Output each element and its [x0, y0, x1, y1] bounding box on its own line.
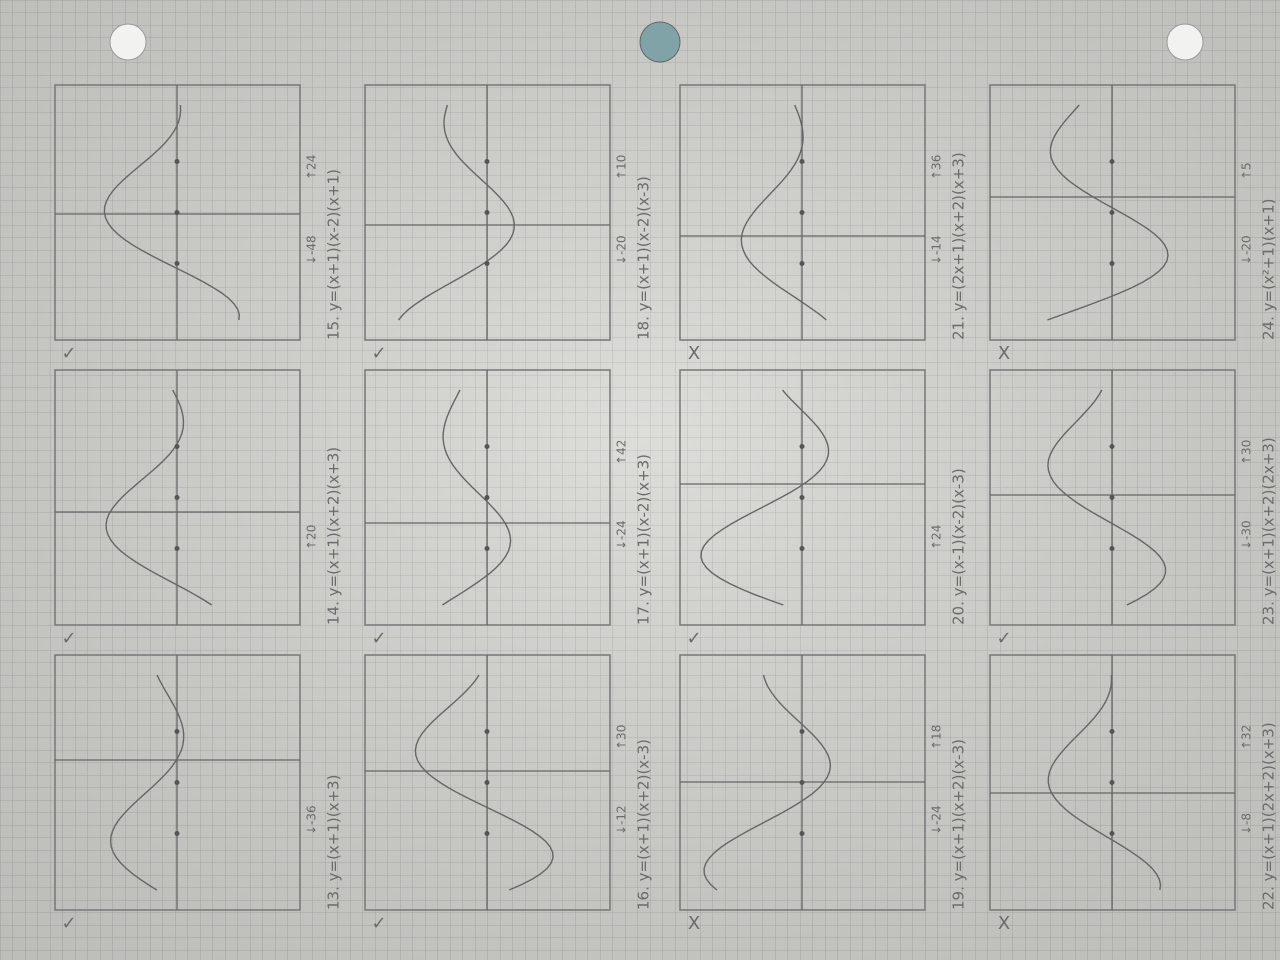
- check-mark: X: [998, 913, 1010, 934]
- equation-label: 21. y=(2x+1)(x+2)(x+3): [950, 152, 968, 340]
- check-mark: ✓: [61, 628, 76, 649]
- note: ↑18: [930, 725, 944, 750]
- point: [484, 159, 490, 164]
- graphs: 13. y=(x+1)(x+3) ↓-36 ✓ 14. y=(x+1)(x+2)(x+…: [54, 84, 1278, 934]
- punch-hole: [1166, 23, 1204, 61]
- equation-label: 13. y=(x+1)(x+3): [325, 775, 343, 910]
- point: [174, 444, 180, 449]
- point: [484, 495, 490, 500]
- note: ↑36: [930, 155, 944, 180]
- note: ↑42: [615, 440, 629, 465]
- note: ↑24: [305, 155, 319, 180]
- curve: [700, 389, 830, 606]
- check-mark: ✓: [996, 628, 1011, 649]
- point: [174, 159, 180, 164]
- curve: [1047, 674, 1162, 891]
- curve: [103, 104, 241, 321]
- equation-label: 15. y=(x+1)(x-2)(x+1): [325, 169, 343, 340]
- punch-hole: [639, 21, 681, 63]
- curve: [740, 104, 827, 321]
- check-mark: ✓: [61, 343, 76, 364]
- point: [174, 210, 180, 215]
- curve: [1047, 389, 1167, 606]
- point: [799, 159, 805, 164]
- curve: [398, 104, 516, 321]
- note: ↑10: [615, 155, 629, 180]
- point: [1109, 495, 1115, 500]
- curve: [109, 674, 185, 891]
- note: ↓-48: [305, 235, 319, 265]
- check-mark: X: [688, 343, 700, 364]
- equation-label: 24. y=(x²+1)(x+1): [1260, 199, 1278, 340]
- point: [799, 444, 805, 449]
- equation-label: 14. y=(x+1)(x+2)(x+3): [325, 447, 343, 625]
- point: [484, 831, 490, 836]
- point: [174, 261, 180, 266]
- note: ↓-36: [305, 805, 319, 835]
- point: [1109, 729, 1115, 734]
- point: [799, 831, 805, 836]
- note: ↓-30: [1240, 520, 1254, 550]
- punch-hole: [109, 23, 147, 61]
- point: [174, 546, 180, 551]
- note: ↓-14: [930, 235, 944, 265]
- equation-label: 20. y=(x-1)(x-2)(x-3): [950, 468, 968, 625]
- point: [1109, 444, 1115, 449]
- point: [484, 729, 490, 734]
- point: [174, 831, 180, 836]
- note: ↑24: [930, 525, 944, 550]
- check-mark: ✓: [371, 343, 386, 364]
- note: ↓-24: [615, 520, 629, 550]
- equation-label: 18. y=(x+1)(x-2)(x-3): [635, 176, 653, 340]
- point: [1109, 831, 1115, 836]
- point: [484, 444, 490, 449]
- point: [484, 780, 490, 785]
- point: [1109, 210, 1115, 215]
- curve: [1047, 104, 1169, 321]
- point: [799, 780, 805, 785]
- point: [1109, 546, 1115, 551]
- check-mark: ✓: [371, 913, 386, 934]
- point: [174, 495, 180, 500]
- point: [1109, 780, 1115, 785]
- curve: [703, 674, 832, 891]
- point: [484, 546, 490, 551]
- point: [799, 495, 805, 500]
- point: [174, 780, 180, 785]
- point: [799, 546, 805, 551]
- note: ↓-24: [930, 805, 944, 835]
- note: ↑30: [615, 725, 629, 750]
- curve: [442, 389, 512, 606]
- equation-label: 23. y=(x+1)(x+2)(2x+3): [1260, 437, 1278, 625]
- check-mark: X: [998, 343, 1010, 364]
- point: [484, 261, 490, 266]
- point: [1109, 261, 1115, 266]
- equation-label: 22. y=(x+1)(2x+2)(x+3): [1260, 722, 1278, 910]
- point: [799, 210, 805, 215]
- note: ↓-8: [1240, 813, 1254, 835]
- check-mark: ✓: [686, 628, 701, 649]
- equation-label: 19. y=(x+1)(x+2)(x-3): [950, 739, 968, 910]
- note: ↓-12: [615, 805, 629, 835]
- note: ↑32: [1240, 725, 1254, 750]
- point: [1109, 159, 1115, 164]
- note: ↓-20: [615, 235, 629, 265]
- check-mark: ✓: [61, 913, 76, 934]
- curve: [105, 389, 213, 606]
- note: ↑20: [305, 525, 319, 550]
- curve: [414, 674, 554, 891]
- check-mark: X: [688, 913, 700, 934]
- point: [174, 729, 180, 734]
- equation-label: 17. y=(x+1)(x-2)(x+3): [635, 454, 653, 625]
- point: [799, 261, 805, 266]
- note: ↑5: [1240, 162, 1254, 180]
- equation-label: 16. y=(x+1)(x+2)(x-3): [635, 739, 653, 910]
- check-mark: ✓: [371, 628, 386, 649]
- note: ↓-20: [1240, 235, 1254, 265]
- point: [484, 210, 490, 215]
- point: [799, 729, 805, 734]
- note: ↑30: [1240, 440, 1254, 465]
